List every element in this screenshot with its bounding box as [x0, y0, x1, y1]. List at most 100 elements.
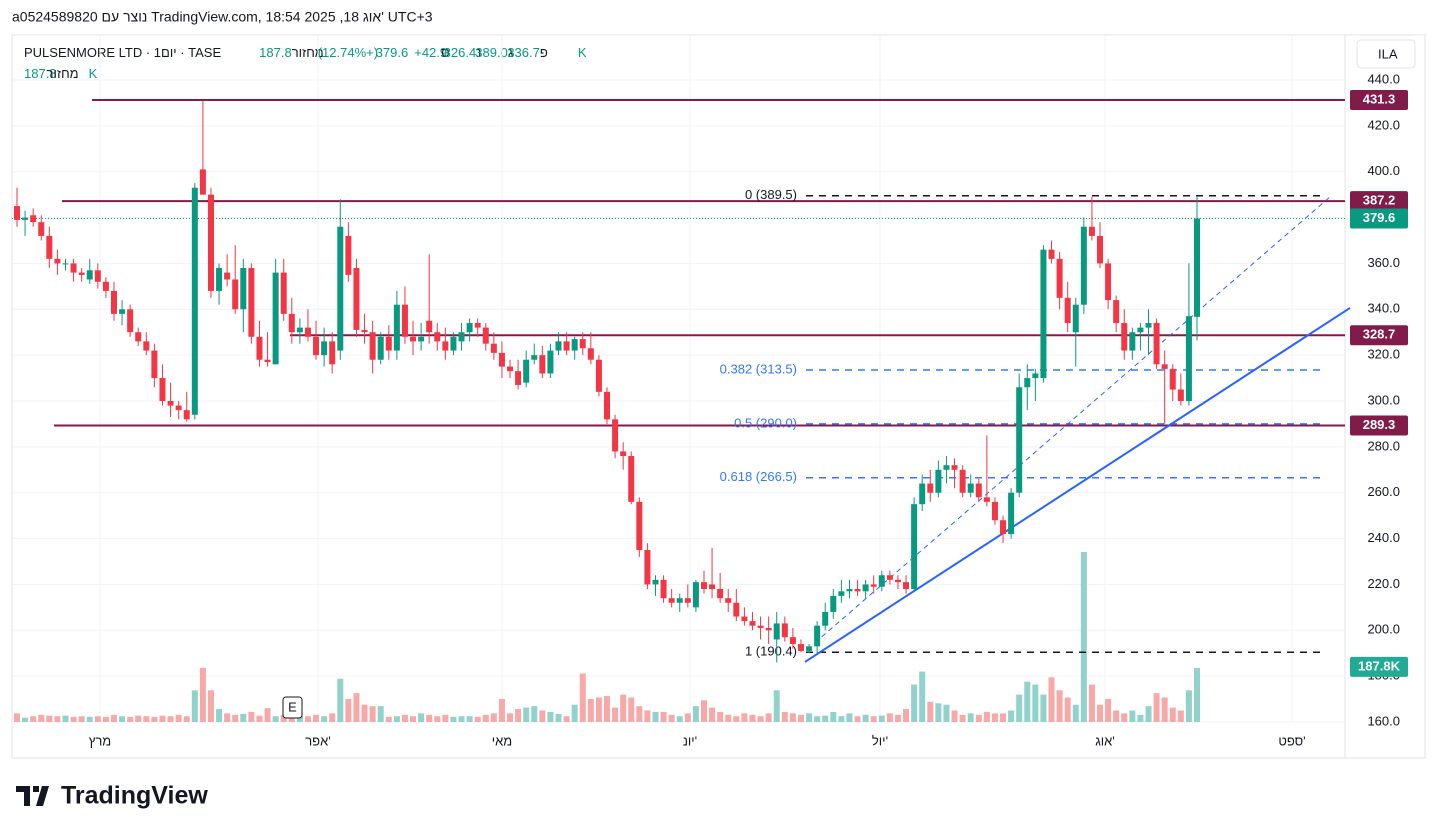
candle-body	[240, 268, 247, 310]
volume-bar	[143, 716, 150, 722]
volume-bar	[264, 708, 271, 722]
volume-bar	[46, 715, 53, 722]
candle-body	[207, 194, 214, 291]
candle-body	[587, 348, 594, 360]
candle-body	[272, 272, 279, 365]
volume-bar	[38, 714, 45, 722]
volume-bar	[531, 706, 538, 722]
candle-body	[110, 290, 117, 314]
candle-body	[498, 352, 505, 367]
volume-bar	[86, 716, 93, 722]
candle-body	[539, 355, 546, 374]
candle-body	[741, 616, 748, 622]
candle-body	[676, 598, 683, 603]
volume-bar	[959, 714, 966, 722]
volume-bar	[927, 701, 934, 722]
volume-bar	[830, 711, 837, 722]
candle-body	[991, 501, 998, 521]
volume-bar	[644, 710, 651, 722]
volume-bar	[1121, 713, 1128, 722]
volume-bar	[62, 715, 69, 722]
volume-bar	[1177, 710, 1184, 722]
earnings-box	[282, 696, 303, 719]
candle-body	[119, 309, 126, 314]
volume-bar	[507, 713, 514, 722]
candle-body	[385, 336, 392, 351]
legend-line: PULSENMORE LTD · 1יום · TASE פ336.7ג389.0…	[24, 45, 587, 60]
volume-bar	[668, 714, 675, 722]
volume-bar	[975, 714, 982, 722]
volume-bar	[523, 707, 530, 722]
candle-body	[1177, 389, 1184, 401]
volume-bar	[903, 709, 910, 722]
candle-body	[264, 359, 271, 363]
volume-bar	[1137, 714, 1144, 722]
candle-body	[353, 268, 360, 330]
volume-bar	[498, 698, 505, 722]
y-tick-label: 160.0	[1367, 713, 1400, 728]
ohlc-prefix: ג	[508, 45, 514, 60]
candle-body	[1169, 368, 1176, 390]
candle-body	[595, 359, 602, 392]
volume-bar	[595, 697, 602, 722]
volume-bar	[1008, 710, 1015, 722]
volume-bar	[604, 696, 610, 722]
volume-bar	[814, 716, 821, 722]
candle-body	[183, 410, 190, 420]
volume-bar	[426, 714, 433, 722]
candle-body	[410, 336, 417, 342]
trendline	[814, 196, 1331, 644]
x-tick-label: יול'	[872, 733, 888, 748]
volume-bar	[571, 704, 578, 722]
candle-body	[579, 339, 586, 349]
volume-bar	[515, 709, 522, 722]
candle-body	[296, 327, 303, 333]
volume-bar	[1097, 704, 1104, 722]
currency-button[interactable]	[1356, 39, 1416, 69]
candle-body	[167, 401, 174, 406]
volume-bar	[94, 716, 101, 722]
volume-bar	[377, 706, 384, 722]
candle-body	[951, 465, 958, 470]
y-tick-label: 260.0	[1367, 484, 1400, 499]
currency[interactable]: ILA	[1378, 46, 1398, 61]
y-tick-label: 300.0	[1367, 392, 1400, 407]
volume-bar	[191, 690, 198, 722]
volume-bar	[1105, 698, 1112, 722]
fib-label: 0 (389.5)	[745, 187, 797, 202]
volume-bar	[967, 713, 974, 722]
candle-body	[46, 235, 53, 259]
volume-bar	[1185, 690, 1192, 722]
candle-body	[668, 598, 675, 603]
volume-tag: 187.8K	[1358, 658, 1401, 673]
volume-bar	[991, 713, 998, 722]
candle-body	[935, 469, 942, 493]
candle-body	[175, 405, 182, 411]
volume-bar	[709, 707, 716, 722]
candle-body	[94, 270, 101, 282]
volume-bar	[345, 698, 352, 722]
volume-bar	[951, 710, 958, 722]
candle-body	[919, 483, 926, 505]
volume-bar	[789, 713, 796, 722]
fib-label: 0.5 (290.0)	[734, 415, 797, 430]
candle-body	[1072, 304, 1079, 333]
volume-bar	[886, 713, 893, 722]
candle-body	[256, 336, 263, 360]
volume-bar	[224, 713, 231, 722]
candle-body	[709, 584, 716, 590]
volume-bar	[151, 716, 158, 722]
volume-bar	[579, 673, 586, 722]
volume-bar	[1056, 690, 1063, 722]
chart-frame	[11, 34, 1426, 759]
volume-bar	[555, 713, 562, 722]
candle-body	[1032, 373, 1039, 379]
candle-body	[1048, 249, 1055, 259]
candle-body	[1137, 327, 1144, 333]
candle-body	[700, 582, 707, 590]
volume-bar	[1080, 552, 1087, 722]
volume-bar	[1000, 713, 1007, 722]
candle-body	[401, 304, 408, 337]
volume-bar	[14, 713, 20, 722]
volume-bar	[1024, 681, 1031, 722]
